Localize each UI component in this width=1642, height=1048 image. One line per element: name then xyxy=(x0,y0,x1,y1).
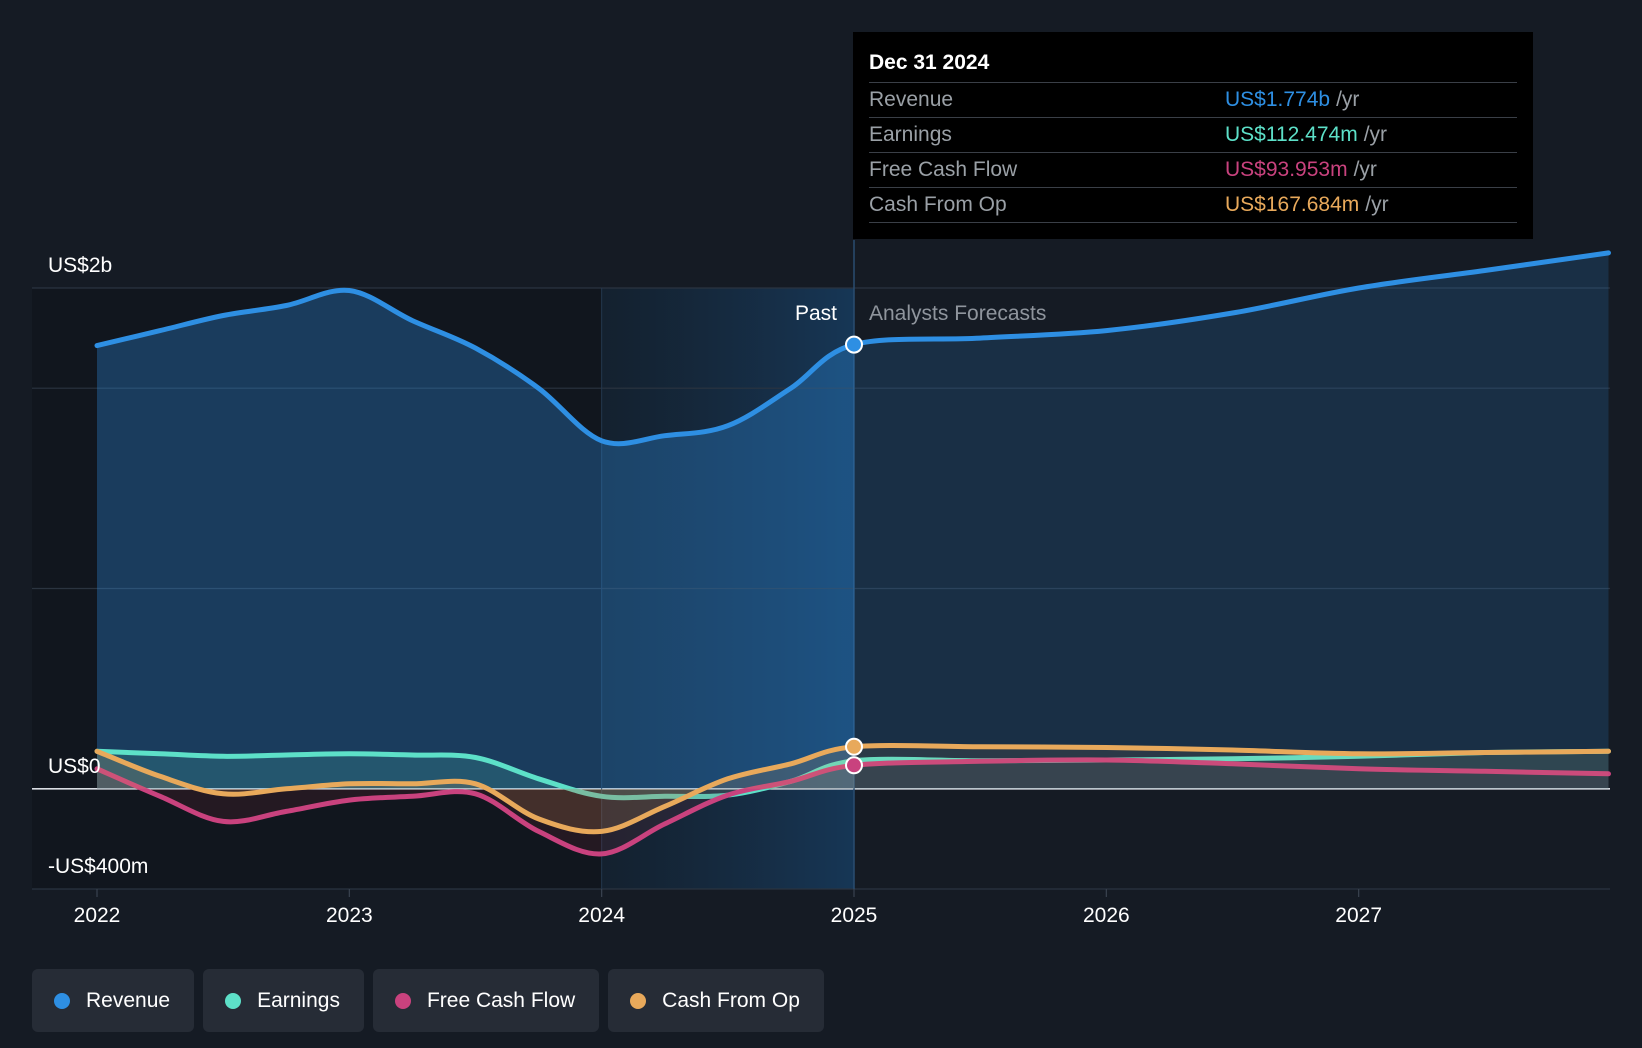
legend-label: Free Cash Flow xyxy=(426,988,576,1012)
series-line-revenue xyxy=(94,250,1611,447)
tooltip-value: US$93.953m xyxy=(1225,158,1348,181)
x-tick-label: 2026 xyxy=(1083,904,1130,927)
chart-legend: Revenue Earnings Free Cash Flow Cash Fro… xyxy=(32,969,824,1032)
legend-dot-icon xyxy=(630,992,647,1009)
marker-cash-from-op xyxy=(845,737,863,756)
y-tick-label: US$2b xyxy=(48,254,112,277)
legend-label: Revenue xyxy=(86,988,171,1012)
tooltip-label: Revenue xyxy=(869,88,954,111)
legend-dot-icon xyxy=(394,992,411,1009)
legend-dot-icon xyxy=(54,992,70,1009)
tooltip-value: US$167.684m xyxy=(1225,193,1360,216)
tooltip-value: US$1.774b xyxy=(1225,88,1331,111)
financials-chart: US$2b US$0 -US$400m 2022 2023 2024 2025 2026 202… xyxy=(32,240,1611,927)
legend-label: Earnings xyxy=(257,988,340,1012)
x-tick-label: 2027 xyxy=(1335,904,1382,927)
series-line-free-cash-flow xyxy=(94,757,1611,857)
series-area-past-cash-from-op xyxy=(97,746,854,832)
x-tick-label: 2024 xyxy=(578,904,625,927)
legend-item-free-cash-flow[interactable]: Free Cash Flow xyxy=(372,969,600,1032)
tooltip-value: US$112.474m xyxy=(1225,123,1358,146)
series-area-past-earnings xyxy=(97,751,854,798)
legend-label: Cash From Op xyxy=(662,988,800,1012)
marker-free-cash-flow xyxy=(845,756,863,775)
legend-dot-icon xyxy=(225,992,242,1009)
marker-revenue xyxy=(845,335,863,354)
series-area-forecast-cash-from-op xyxy=(854,745,1609,789)
x-tick-label: 2025 xyxy=(831,904,878,927)
tooltip-unit: /yr xyxy=(1363,123,1388,146)
tooltip-date: Dec 31 2024 xyxy=(869,46,1517,83)
tooltip-row-free-cash-flow: Free Cash Flow US$93.953m /yr xyxy=(869,153,1517,188)
tooltip-row-cash-from-op: Cash From Op US$167.684m /yr xyxy=(869,188,1517,223)
tooltip-unit: /yr xyxy=(1365,193,1389,216)
x-tick-label: 2023 xyxy=(326,904,373,927)
series-area-past-revenue xyxy=(97,290,854,789)
tooltip-label: Cash From Op xyxy=(869,193,1007,216)
series-area-past-free-cash-flow xyxy=(97,765,854,854)
legend-item-revenue[interactable]: Revenue xyxy=(32,969,195,1032)
series-area-forecast-free-cash-flow xyxy=(854,759,1609,789)
series-area-forecast-revenue xyxy=(854,252,1609,789)
tooltip-unit: /yr xyxy=(1353,158,1377,181)
tooltip-unit: /yr xyxy=(1336,88,1360,111)
x-tick-label: 2022 xyxy=(74,904,121,927)
legend-item-cash-from-op[interactable]: Cash From Op xyxy=(608,969,824,1032)
y-tick-label: US$0 xyxy=(48,755,101,778)
tooltip-row-revenue: Revenue US$1.774b /yr xyxy=(869,83,1517,118)
past-label: Past xyxy=(795,302,837,325)
forecast-label: Analysts Forecasts xyxy=(869,302,1046,325)
tooltip-label: Free Cash Flow xyxy=(869,158,1018,181)
legend-item-earnings[interactable]: Earnings xyxy=(203,969,364,1032)
series-line-cash-from-op xyxy=(94,742,1611,835)
data-tooltip: Dec 31 2024 Revenue US$1.774b /yr Earnin… xyxy=(853,32,1533,239)
tooltip-label: Earnings xyxy=(869,123,952,146)
tooltip-row-earnings: Earnings US$112.474m /yr xyxy=(869,118,1517,153)
y-tick-label: -US$400m xyxy=(48,855,148,878)
